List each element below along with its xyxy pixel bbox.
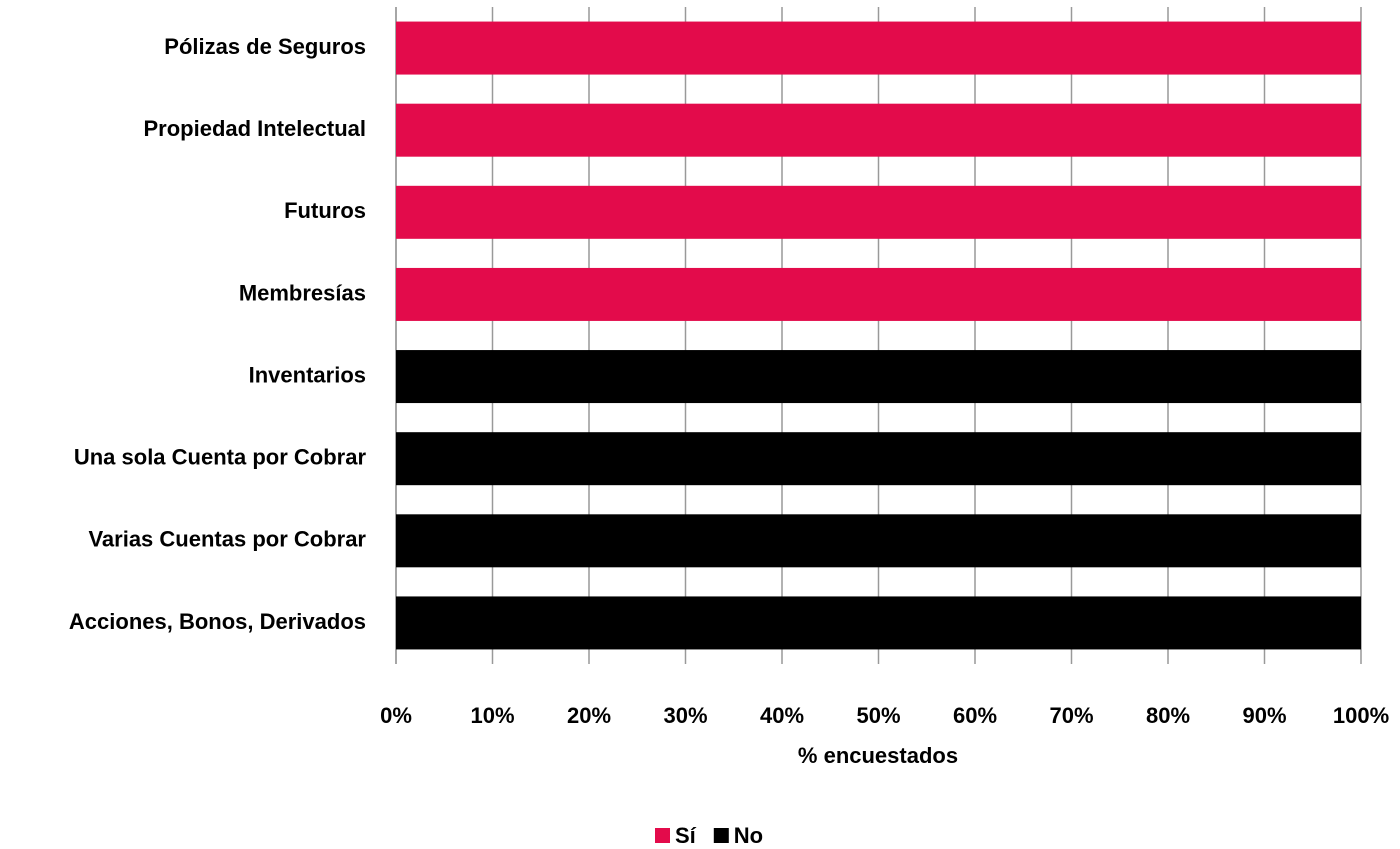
bar — [396, 21, 1361, 75]
x-tick-label: 10% — [470, 703, 514, 728]
bar — [396, 432, 1361, 486]
x-tick-label: 70% — [1049, 703, 1093, 728]
y-tick-label: Futuros — [284, 198, 366, 223]
legend-swatch — [655, 828, 670, 843]
x-tick-label: 20% — [567, 703, 611, 728]
y-tick-label: Pólizas de Seguros — [164, 34, 366, 59]
y-tick-label: Una sola Cuenta por Cobrar — [74, 445, 367, 470]
bar — [396, 596, 1361, 650]
x-tick-label: 90% — [1242, 703, 1286, 728]
bar — [396, 103, 1361, 157]
x-tick-label: 80% — [1146, 703, 1190, 728]
y-tick-label: Acciones, Bonos, Derivados — [69, 609, 366, 634]
legend-label: Sí — [675, 823, 697, 848]
x-tick-label: 0% — [380, 703, 412, 728]
x-tick-label: 50% — [856, 703, 900, 728]
bar — [396, 350, 1361, 404]
y-tick-label: Membresías — [239, 280, 366, 305]
bar — [396, 185, 1361, 239]
bar — [396, 514, 1361, 568]
legend-label: No — [734, 823, 763, 848]
y-tick-label: Propiedad Intelectual — [144, 116, 367, 141]
y-tick-label: Inventarios — [249, 362, 366, 387]
x-axis-title: % encuestados — [798, 743, 958, 768]
y-tick-label: Varias Cuentas por Cobrar — [88, 527, 366, 552]
x-tick-label: 40% — [760, 703, 804, 728]
x-tick-label: 100% — [1333, 703, 1389, 728]
bar — [396, 267, 1361, 321]
legend-swatch — [713, 828, 729, 843]
x-tick-label: 30% — [663, 703, 707, 728]
x-tick-label: 60% — [953, 703, 997, 728]
